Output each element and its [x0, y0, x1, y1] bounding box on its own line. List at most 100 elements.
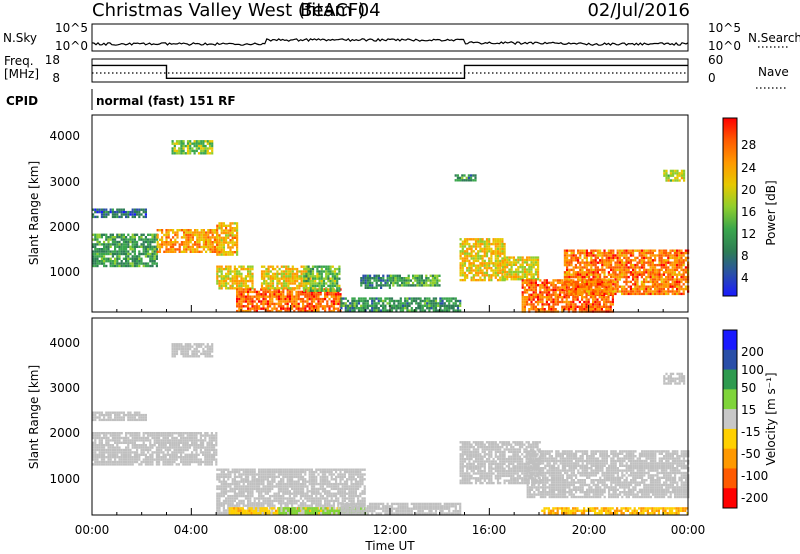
scatter-cell: [208, 441, 211, 444]
scatter-cell: [461, 179, 464, 182]
scatter-cell: [161, 243, 164, 246]
scatter-cell: [140, 416, 143, 419]
scatter-cell: [207, 236, 210, 239]
scatter-cell: [552, 286, 555, 289]
scatter-cell: [233, 504, 236, 507]
scatter-cell: [654, 278, 657, 281]
scatter-cell: [526, 291, 529, 294]
scatter-cell: [503, 242, 506, 246]
scatter-cell: [331, 284, 334, 288]
scatter-cell: [355, 304, 358, 307]
scatter-cell: [485, 245, 489, 248]
scatter-cell: [561, 286, 564, 289]
scatter-cell: [274, 275, 277, 278]
scatter-cell: [325, 289, 328, 292]
scatter-cell: [523, 288, 526, 292]
scatter-cell: [436, 281, 439, 285]
scatter-cell: [189, 229, 192, 232]
scatter-cell: [173, 458, 176, 461]
scatter-cell: [98, 411, 101, 414]
scatter-cell: [151, 434, 154, 437]
scatter-cell: [144, 255, 147, 258]
scatter-cell: [231, 277, 234, 280]
scatter-cell: [530, 268, 533, 271]
scatter-cell: [227, 272, 230, 276]
scatter-cell: [195, 444, 198, 447]
scatter-cell: [676, 278, 679, 281]
scatter-cell: [218, 504, 221, 507]
date-label: 02/Jul/2016: [587, 0, 690, 21]
scatter-cell: [233, 287, 236, 290]
scatter-cell: [120, 262, 123, 265]
scatter-cell: [676, 283, 679, 286]
scatter-cell: [570, 308, 573, 311]
scatter-cell: [616, 251, 619, 255]
scatter-cell: [488, 266, 491, 270]
scatter-cell: [680, 254, 683, 257]
scatter-cell: [164, 444, 167, 447]
scatter-cell: [136, 413, 139, 417]
scatter-cell: [512, 261, 515, 264]
scatter-cell: [202, 248, 205, 251]
scatter-cell: [467, 174, 470, 177]
scatter-cell: [338, 267, 341, 271]
scatter-cell: [404, 297, 407, 300]
scatter-cell: [459, 179, 462, 182]
scatter-cell: [236, 248, 239, 251]
scatter-cell: [142, 208, 145, 211]
scatter-cell: [222, 236, 225, 239]
scatter-cell: [386, 279, 389, 282]
scatter-cell: [122, 416, 125, 419]
scatter-cell: [313, 293, 316, 296]
scatter-cell: [614, 292, 617, 296]
scatter-cell: [282, 297, 285, 301]
scatter-cell: [209, 231, 212, 234]
scatter-cell: [182, 451, 185, 454]
scatter-cell: [291, 265, 294, 268]
scatter-cell: [496, 269, 500, 272]
scatter-cell: [643, 278, 646, 281]
scatter-cell: [222, 267, 225, 271]
scatter-cell: [94, 441, 97, 444]
scatter-cell: [98, 243, 101, 246]
scatter-cell: [481, 242, 484, 246]
scatter-cell: [251, 284, 254, 288]
scatter-cell: [147, 262, 150, 265]
scatter-cell: [532, 273, 535, 276]
scatter-cell: [305, 267, 308, 271]
scatter-cell: [162, 434, 165, 437]
scatter-cell: [92, 446, 95, 449]
scatter-cell: [180, 446, 183, 449]
scatter-cell: [165, 245, 168, 249]
scatter-cell: [496, 259, 500, 263]
scatter-cell: [680, 268, 683, 272]
scatter-cell: [481, 257, 484, 260]
scatter-cell: [612, 268, 615, 272]
scatter-cell: [590, 273, 593, 276]
beam-label: Beam 04: [300, 0, 381, 21]
scatter-cell: [658, 251, 661, 255]
scatter-cell: [565, 300, 568, 304]
scatter-cell: [530, 256, 533, 259]
scatter-cell: [131, 233, 134, 236]
scatter-cell: [175, 140, 179, 143]
scatter-cell: [195, 142, 198, 145]
scatter-cell: [532, 266, 535, 269]
scatter-cell: [566, 254, 569, 257]
scatter-cell: [325, 277, 328, 280]
scatter-cell: [510, 275, 513, 278]
scatter-cell: [448, 309, 451, 312]
scatter-cell: [236, 229, 239, 232]
scatter-cell: [414, 284, 417, 287]
scatter-cell: [583, 256, 586, 260]
scatter-cell: [328, 293, 331, 296]
scatter-cell: [331, 279, 334, 283]
scatter-cell: [506, 270, 509, 274]
scatter-cell: [193, 144, 196, 148]
scatter-cell: [302, 309, 305, 313]
scatter-cell: [92, 238, 95, 241]
scatter-cell: [492, 240, 495, 243]
scatter-cell: [151, 233, 154, 236]
scatter-cell: [94, 416, 97, 419]
scatter-cell: [660, 290, 663, 293]
